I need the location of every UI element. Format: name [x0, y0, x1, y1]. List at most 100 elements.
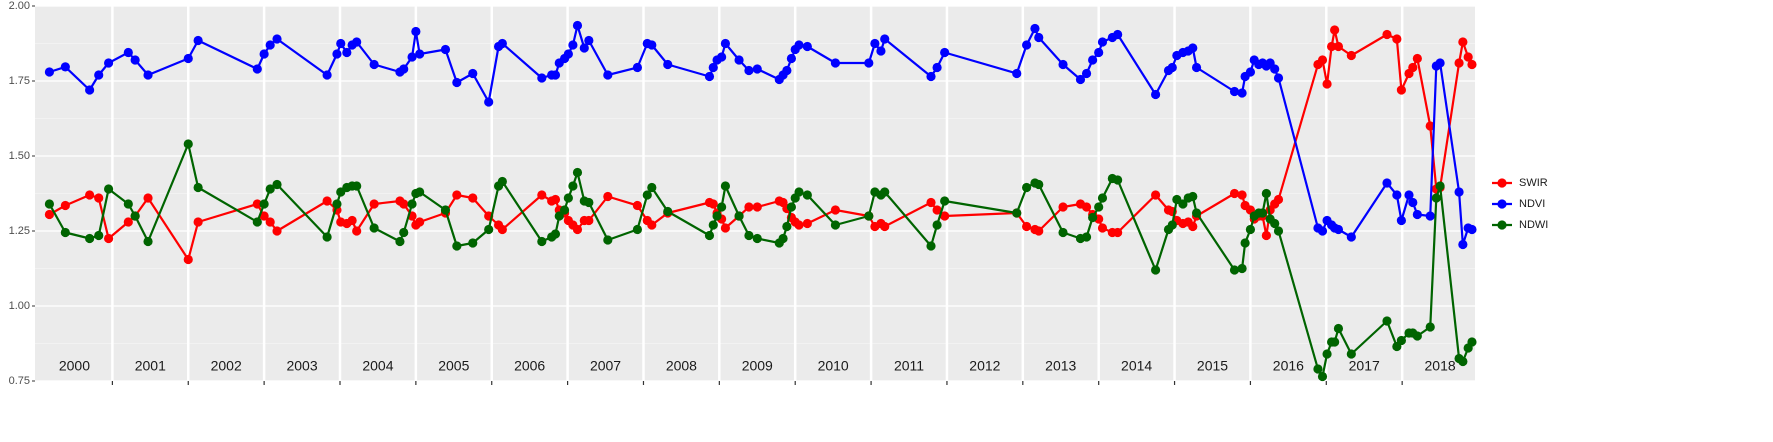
point [332, 49, 342, 59]
point [744, 65, 754, 76]
point [1382, 316, 1392, 326]
point [468, 193, 478, 203]
point [1150, 190, 1161, 200]
point [932, 205, 942, 215]
point [1346, 232, 1356, 242]
point [708, 220, 718, 230]
y-tick-label: 1.50 [9, 150, 30, 162]
year-label: 2014 [1121, 358, 1152, 374]
point [704, 71, 715, 82]
y-tick-label: 0.75 [9, 375, 30, 387]
point [1097, 193, 1108, 203]
point [1454, 58, 1464, 68]
point [926, 197, 936, 208]
point [259, 211, 269, 221]
point [1330, 337, 1340, 347]
point [1081, 232, 1092, 242]
point [1425, 322, 1435, 332]
point [1431, 193, 1441, 203]
point [1191, 62, 1202, 73]
point [568, 181, 578, 191]
point [1458, 239, 1468, 250]
point [411, 26, 421, 37]
point [1327, 41, 1337, 52]
point [1257, 208, 1268, 218]
point [1322, 79, 1332, 89]
year-label: 2018 [1425, 358, 1456, 374]
point [130, 211, 140, 221]
point [193, 217, 203, 227]
point [1463, 52, 1473, 62]
year-label: 2004 [362, 358, 393, 374]
point [870, 38, 880, 49]
point [272, 226, 282, 236]
point [399, 64, 409, 74]
point [550, 229, 561, 239]
point [550, 70, 561, 80]
point [880, 187, 890, 197]
point [642, 190, 652, 200]
point [1167, 220, 1177, 230]
point [252, 217, 262, 227]
point [272, 34, 282, 44]
point [1229, 188, 1240, 199]
point [1237, 88, 1247, 98]
year-label: 2013 [1045, 358, 1076, 374]
point [1030, 23, 1040, 34]
point [1382, 178, 1392, 188]
point [1392, 34, 1402, 44]
point [1412, 209, 1422, 220]
point [1113, 227, 1123, 238]
point [1467, 337, 1477, 347]
point [572, 20, 583, 31]
point [1094, 202, 1104, 212]
point [1313, 364, 1323, 374]
point [85, 233, 95, 244]
point [123, 217, 133, 227]
point [1382, 29, 1392, 40]
legend-key-point [1497, 220, 1507, 230]
point [830, 220, 841, 230]
point [1167, 62, 1177, 73]
point [579, 43, 589, 53]
point [752, 64, 762, 74]
point [734, 211, 744, 221]
point [1330, 25, 1340, 35]
point [1333, 323, 1344, 334]
point [647, 182, 657, 193]
point [1188, 191, 1198, 202]
point [1022, 221, 1032, 232]
point [830, 58, 841, 68]
point [778, 233, 788, 244]
point [1081, 68, 1092, 79]
point [183, 254, 193, 265]
point [44, 67, 55, 77]
point [123, 199, 133, 209]
point [415, 217, 425, 227]
point [603, 235, 613, 245]
point [1188, 221, 1198, 232]
point [647, 220, 657, 230]
point [1191, 208, 1202, 218]
point [1322, 349, 1332, 359]
point [802, 41, 812, 52]
point [1454, 187, 1464, 197]
point [322, 70, 332, 80]
point [347, 215, 357, 226]
y-tick-label: 2.00 [9, 0, 30, 12]
point [1081, 202, 1092, 212]
point [103, 58, 114, 68]
point [484, 97, 494, 107]
point [568, 40, 578, 50]
point [143, 236, 153, 247]
point [1245, 224, 1256, 235]
point [1237, 263, 1247, 274]
year-label: 2010 [818, 358, 849, 374]
point [1425, 121, 1435, 131]
point [1273, 226, 1284, 236]
point [1261, 230, 1271, 241]
point [342, 47, 352, 58]
point [782, 221, 792, 232]
point [1396, 85, 1407, 95]
